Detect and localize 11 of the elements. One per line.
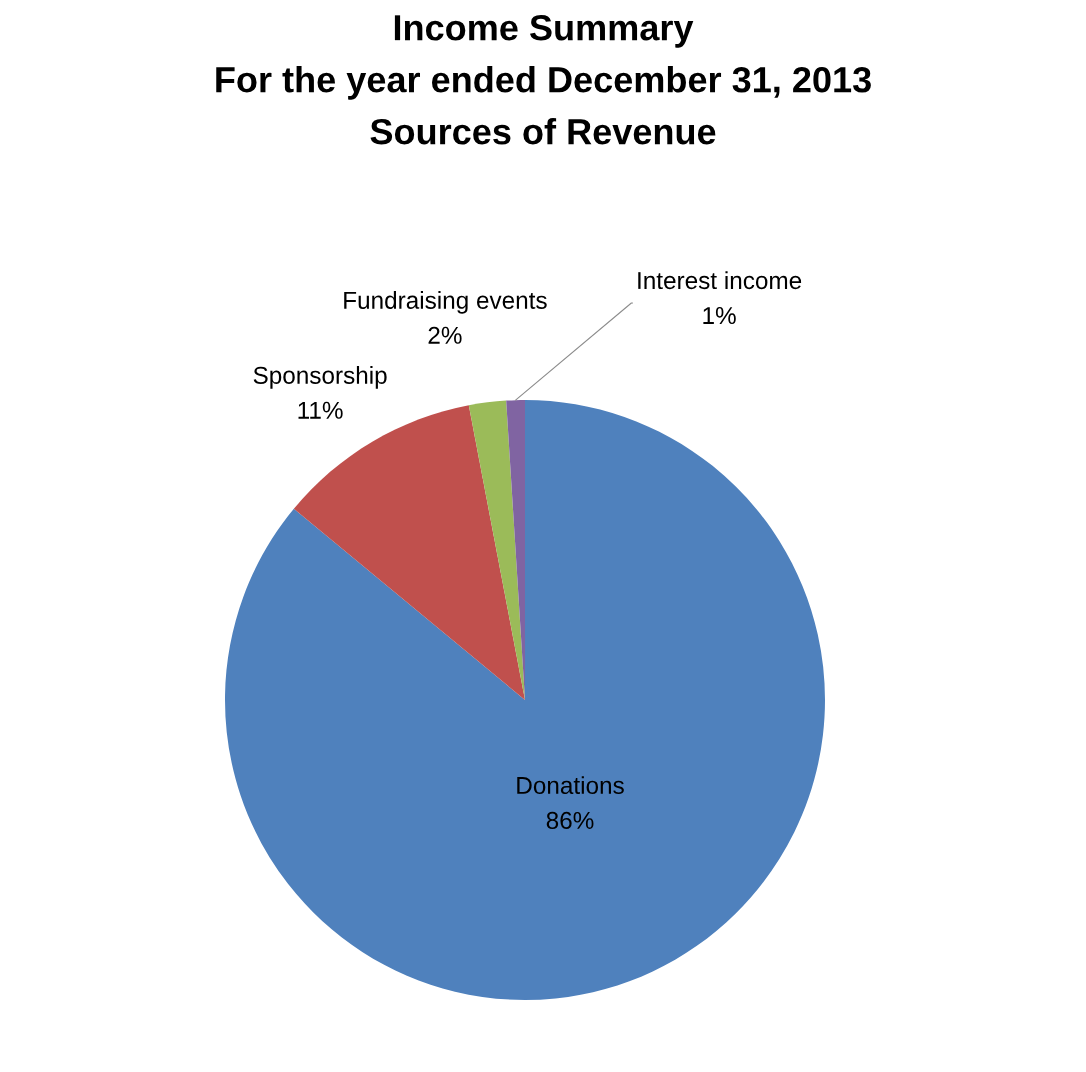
slice-label: Fundraising events: [344, 291, 547, 314]
pie-slice: [468, 400, 525, 700]
slice-label: Interest income: [638, 271, 802, 290]
data-label: 2%: [428, 326, 462, 344]
data-label: 86%: [546, 811, 594, 830]
chart-title: Income Summary For the year ended December 31, 2013 Sources of Revenue: [216, 14, 871, 145]
slice-label: Sponsorship: [253, 366, 387, 389]
data-label: 11%: [298, 401, 343, 419]
pie-slice: [225, 400, 825, 1000]
data-label: 1%: [703, 307, 736, 325]
slice-label: Donations: [517, 776, 624, 795]
